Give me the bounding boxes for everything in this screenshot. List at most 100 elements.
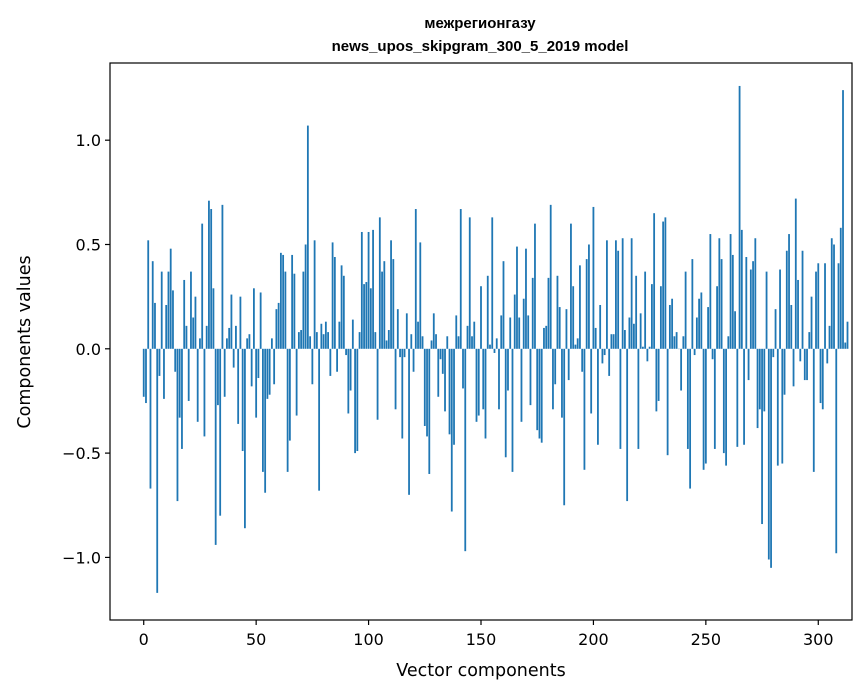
- bar: [648, 346, 651, 349]
- bar: [417, 321, 419, 349]
- bar: [223, 348, 226, 397]
- bar: [156, 348, 159, 593]
- bar: [304, 244, 307, 349]
- bar: [196, 348, 199, 422]
- bar: [403, 348, 406, 358]
- bar: [437, 348, 440, 397]
- bar: [286, 348, 289, 472]
- bar: [354, 348, 356, 454]
- bar: [592, 206, 595, 349]
- bar: [752, 261, 754, 349]
- bar: [540, 348, 543, 443]
- bar: [650, 284, 653, 349]
- bar: [722, 348, 725, 454]
- bar: [727, 336, 730, 349]
- bar: [729, 234, 732, 349]
- bar: [736, 348, 739, 447]
- x-tick-label: 300: [803, 630, 834, 649]
- bar: [686, 348, 689, 449]
- bar: [309, 336, 312, 349]
- bar: [293, 273, 296, 349]
- bar: [702, 348, 705, 470]
- bar: [738, 85, 741, 349]
- bar: [509, 317, 512, 349]
- bar: [277, 302, 280, 349]
- bar: [779, 269, 781, 349]
- bar: [529, 348, 532, 406]
- x-tick-label: 250: [691, 630, 722, 649]
- bar: [545, 325, 548, 349]
- bar: [385, 340, 388, 349]
- bar: [565, 309, 568, 349]
- bar: [725, 348, 727, 466]
- bar: [183, 279, 186, 349]
- bar: [268, 348, 271, 395]
- bar: [331, 242, 334, 349]
- bar: [430, 340, 433, 349]
- bar: [151, 261, 154, 349]
- bar: [819, 348, 822, 404]
- bar: [707, 307, 709, 349]
- bar: [680, 348, 683, 391]
- bar: [212, 288, 215, 349]
- x-tick-label: 50: [246, 630, 266, 649]
- bar: [842, 90, 844, 349]
- bar: [662, 221, 665, 349]
- bar: [484, 348, 487, 439]
- bar: [302, 271, 305, 349]
- bar: [345, 348, 347, 356]
- bar: [259, 292, 262, 349]
- bar: [619, 348, 622, 449]
- bar: [628, 317, 631, 349]
- bar: [788, 234, 790, 349]
- bar: [253, 288, 255, 349]
- bar: [176, 348, 179, 502]
- bar: [372, 229, 374, 349]
- bar: [511, 348, 514, 472]
- bar: [668, 304, 671, 349]
- bar: [185, 325, 188, 349]
- bar: [597, 348, 599, 445]
- x-tick-label: 100: [353, 630, 384, 649]
- bar: [174, 348, 177, 372]
- x-tick-label: 0: [139, 630, 149, 649]
- bar: [657, 348, 660, 401]
- bar: [671, 298, 674, 349]
- bar: [255, 348, 258, 418]
- bar: [491, 217, 494, 349]
- bar: [637, 348, 640, 449]
- bar: [419, 242, 422, 349]
- bar: [767, 348, 770, 560]
- bar: [675, 332, 678, 349]
- bar: [740, 229, 743, 349]
- bar: [718, 238, 721, 349]
- bar: [806, 348, 808, 381]
- bar: [731, 254, 734, 349]
- bar: [473, 321, 476, 349]
- bar: [246, 338, 249, 349]
- bar: [324, 321, 327, 349]
- x-tick-label: 150: [466, 630, 497, 649]
- bar: [462, 348, 464, 389]
- bar: [342, 275, 345, 349]
- bar: [381, 271, 383, 349]
- bar: [356, 348, 359, 452]
- chart-title-line1: межрегионгазу: [424, 15, 536, 32]
- bar: [711, 348, 714, 360]
- bar: [486, 275, 489, 349]
- bar: [772, 348, 775, 358]
- bar: [493, 348, 496, 353]
- bar: [172, 290, 174, 349]
- bar: [457, 336, 460, 349]
- bar: [635, 275, 638, 349]
- bar: [241, 348, 244, 452]
- bar: [790, 304, 793, 349]
- bar: [664, 217, 667, 349]
- bar: [713, 348, 716, 449]
- bar: [792, 348, 795, 387]
- bar: [495, 338, 498, 349]
- bar: [612, 334, 615, 349]
- bar: [543, 327, 545, 349]
- bar: [624, 330, 626, 349]
- bar: [360, 231, 363, 349]
